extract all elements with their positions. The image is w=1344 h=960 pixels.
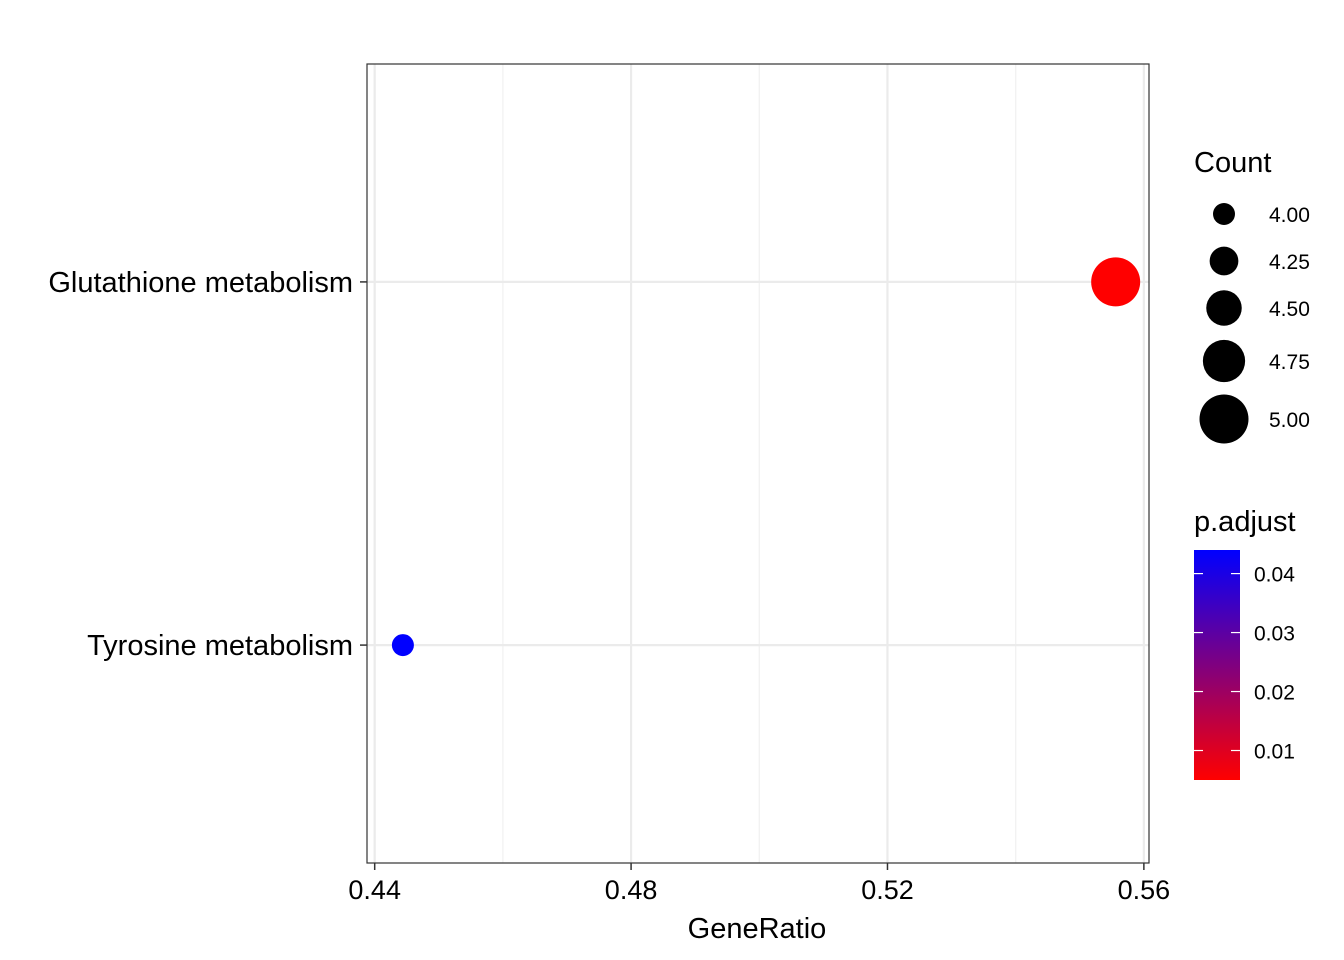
count-legend-key: [1209, 246, 1239, 276]
padjust-colorbar: [1194, 550, 1240, 780]
count-legend-key: [1213, 203, 1235, 225]
padjust-legend-label: 0.04: [1254, 564, 1295, 587]
padjust-legend-label: 0.01: [1254, 741, 1295, 764]
category-label: Glutathione metabolism: [48, 267, 353, 299]
count-legend-label: 4.25: [1269, 251, 1310, 274]
plot-panel-border: [366, 63, 1150, 864]
count-legend-key: [1206, 290, 1242, 326]
grid-lines: [367, 64, 1149, 863]
padjust-legend: p.adjust 0.04 0.03 0.02 0.01: [1194, 506, 1296, 780]
count-legend-key: [1199, 394, 1249, 444]
x-tick-label: 0.52: [861, 875, 914, 905]
padjust-legend-label: 0.03: [1254, 623, 1295, 646]
axes: 0.44 0.48 0.52 0.56 Glutathione metabolism Ty…: [48, 267, 1170, 905]
x-tick-label: 0.48: [605, 875, 658, 905]
count-legend-label: 4.00: [1269, 204, 1310, 227]
x-axis-title: GeneRatio: [688, 913, 827, 945]
category-label: Tyrosine metabolism: [87, 630, 353, 662]
count-legend-label: 5.00: [1269, 409, 1310, 432]
count-legend-title: Count: [1194, 147, 1271, 179]
data-points: [391, 257, 1141, 657]
count-legend-label: 4.75: [1269, 351, 1310, 374]
x-tick-label: 0.44: [348, 875, 401, 905]
x-tick-label: 0.56: [1118, 875, 1171, 905]
data-point: [391, 634, 414, 657]
padjust-legend-title: p.adjust: [1194, 506, 1296, 538]
count-legend: Count 4.00 4.25 4.50 4.75 5.00: [1194, 147, 1310, 444]
count-legend-key: [1202, 339, 1246, 383]
count-legend-label: 4.50: [1269, 298, 1310, 321]
padjust-legend-label: 0.02: [1254, 682, 1295, 705]
data-point: [1091, 257, 1141, 307]
